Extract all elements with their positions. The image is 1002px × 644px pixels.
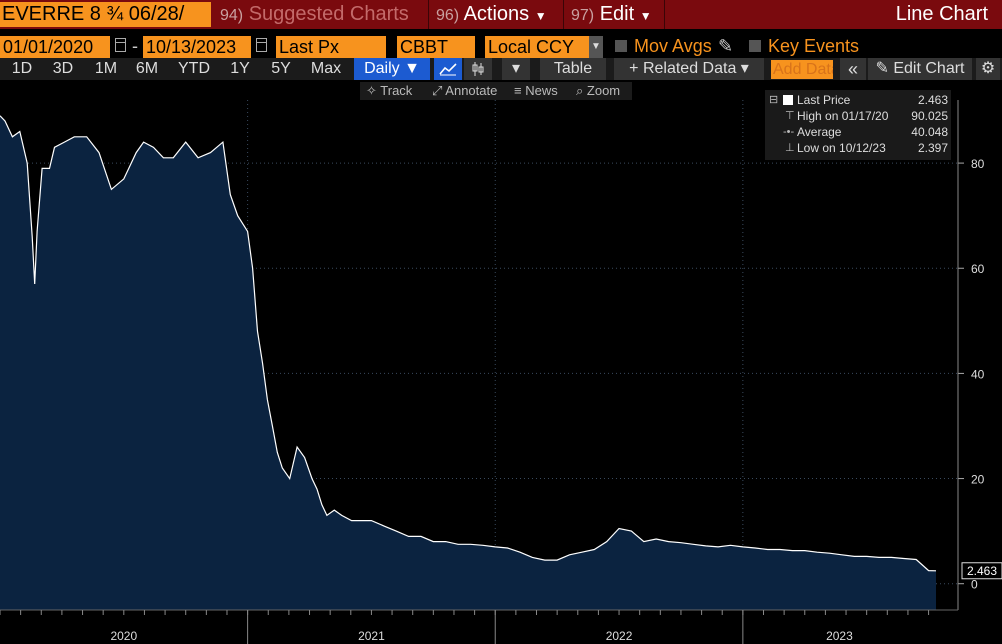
y-tick-label: 80: [971, 157, 985, 171]
legend-high: ⊤ High on 01/17/20 90.025: [765, 108, 951, 124]
low-marker-icon: ⊥: [785, 142, 795, 154]
news-tool[interactable]: ≡ News: [514, 82, 558, 100]
high-marker-icon: ⊤: [785, 110, 795, 122]
edit-chart-label: Edit Chart: [893, 60, 965, 77]
low-value: 2.397: [917, 141, 948, 155]
suggested-charts-button[interactable]: 94) Suggested Charts: [220, 1, 409, 28]
currency-dropdown-icon[interactable]: ▼: [589, 36, 603, 58]
zoom-icon: ⌕: [576, 83, 587, 98]
candlestick-icon[interactable]: [464, 58, 492, 80]
legend-low: ⊥ Low on 10/12/23 2.397: [765, 140, 951, 156]
mov-avgs-label: Mov Avgs: [634, 36, 712, 56]
chart-legend: ⊟ Last Price 2.463 ⊤ High on 01/17/20 90…: [765, 90, 951, 160]
price-area: [0, 115, 936, 610]
start-calendar-icon[interactable]: [115, 38, 126, 52]
source-field[interactable]: CBBT: [397, 36, 475, 58]
legend-last-price: ⊟ Last Price 2.463: [765, 92, 951, 108]
related-data-button[interactable]: + Related Data ▾: [614, 58, 764, 80]
edit-caret-icon: ▼: [639, 9, 652, 23]
annotate-tool[interactable]: ⤢ Annotate: [432, 82, 497, 100]
end-calendar-icon[interactable]: [256, 38, 267, 52]
suggested-charts-num: 94): [220, 7, 244, 24]
pencil-icon[interactable]: ✎: [718, 36, 734, 56]
period-button-3d[interactable]: 3D: [52, 60, 74, 77]
related-data-caret-icon: ▾: [740, 60, 749, 77]
crosshair-icon: ✧: [366, 83, 381, 98]
frequency-dropdown[interactable]: Daily ▼: [354, 58, 430, 80]
last-price-swatch: [783, 95, 793, 105]
y-tick-label: 60: [971, 262, 985, 276]
average-label: Average: [797, 125, 842, 139]
start-date-field[interactable]: 01/01/2020: [0, 36, 110, 58]
add-data-input[interactable]: Add Data: [771, 60, 833, 79]
field-selector[interactable]: Last Px: [276, 36, 386, 58]
annotate-icon: ⤢: [432, 83, 446, 98]
line-chart-icon[interactable]: [434, 58, 462, 80]
last-price-label: Last Price: [797, 93, 851, 107]
track-tool[interactable]: ✧ Track: [366, 82, 412, 100]
frequency-label: Daily: [364, 60, 400, 77]
price-chart[interactable]: 0 20 40 60 80 2.463 2020 2021 2022 2023: [0, 100, 1002, 644]
edit-button[interactable]: 97) Edit ▼: [571, 1, 652, 28]
y-tick-label: 40: [971, 367, 985, 381]
ticker-field[interactable]: EVERRE 8 ¾ 06/28/: [0, 2, 211, 27]
pencil-icon: ✎: [875, 60, 889, 77]
actions-label: Actions: [463, 3, 530, 25]
plus-icon: +: [629, 60, 639, 77]
last-value-label: 2.463: [967, 564, 997, 578]
currency-field[interactable]: Local CCY: [485, 36, 589, 58]
edit-num: 97): [571, 7, 595, 24]
collapse-icon[interactable]: «: [840, 58, 866, 80]
edit-label: Edit: [599, 3, 635, 25]
last-price-value: 2.463: [917, 93, 948, 107]
actions-button[interactable]: 96) Actions ▼: [436, 1, 547, 28]
settings-gear-icon[interactable]: ⚙: [976, 58, 1000, 80]
high-label: High on 01/17/20: [797, 109, 889, 123]
frequency-caret-icon: ▼: [404, 60, 420, 77]
legend-toggle-icon[interactable]: ⊟: [769, 94, 779, 106]
x-year-label: 2023: [826, 629, 853, 643]
track-label: Track: [380, 83, 413, 98]
average-value: 40.048: [911, 125, 948, 139]
low-label: Low on 10/12/23: [797, 141, 886, 155]
average-marker-icon: -•-: [783, 126, 795, 138]
end-date-field[interactable]: 10/13/2023: [143, 36, 251, 58]
chart-tools-bar: [360, 82, 632, 100]
period-button-5y[interactable]: 5Y: [271, 60, 291, 77]
news-label: News: [525, 83, 558, 98]
period-button-ytd[interactable]: YTD: [178, 60, 210, 77]
legend-average: -•- Average 40.048: [765, 124, 951, 140]
y-tick-label: 20: [971, 473, 985, 487]
news-icon: ≡: [514, 83, 526, 98]
x-year-label: 2020: [110, 629, 137, 643]
key-events-checkbox[interactable]: [749, 40, 761, 52]
mov-avgs-checkbox[interactable]: [615, 40, 627, 52]
view-title: Line Chart: [895, 3, 988, 25]
date-separator: -: [132, 36, 138, 56]
price-line: [0, 115, 937, 572]
last-value-tag: [961, 562, 1002, 580]
actions-num: 96): [436, 7, 460, 24]
chart-type-dropdown-icon[interactable]: ▾: [502, 58, 530, 80]
period-button-1m[interactable]: 1M: [94, 60, 118, 77]
table-button[interactable]: Table: [540, 58, 606, 80]
edit-chart-button[interactable]: ✎ Edit Chart: [868, 58, 972, 80]
suggested-charts-label: Suggested Charts: [248, 3, 409, 25]
x-year-label: 2022: [606, 629, 633, 643]
annotate-label: Annotate: [445, 83, 498, 98]
zoom-tool[interactable]: ⌕ Zoom: [576, 82, 620, 100]
period-button-1d[interactable]: 1D: [11, 60, 33, 77]
high-value: 90.025: [911, 109, 948, 123]
zoom-label: Zoom: [586, 83, 621, 98]
key-events-label: Key Events: [768, 36, 860, 56]
period-button-6m[interactable]: 6M: [135, 60, 159, 77]
period-button-1y[interactable]: 1Y: [230, 60, 250, 77]
x-year-label: 2021: [358, 629, 385, 643]
y-tick-label: 0: [971, 578, 978, 592]
actions-caret-icon: ▼: [534, 9, 547, 23]
period-button-max[interactable]: Max: [310, 60, 342, 77]
related-data-label: Related Data: [642, 60, 737, 77]
